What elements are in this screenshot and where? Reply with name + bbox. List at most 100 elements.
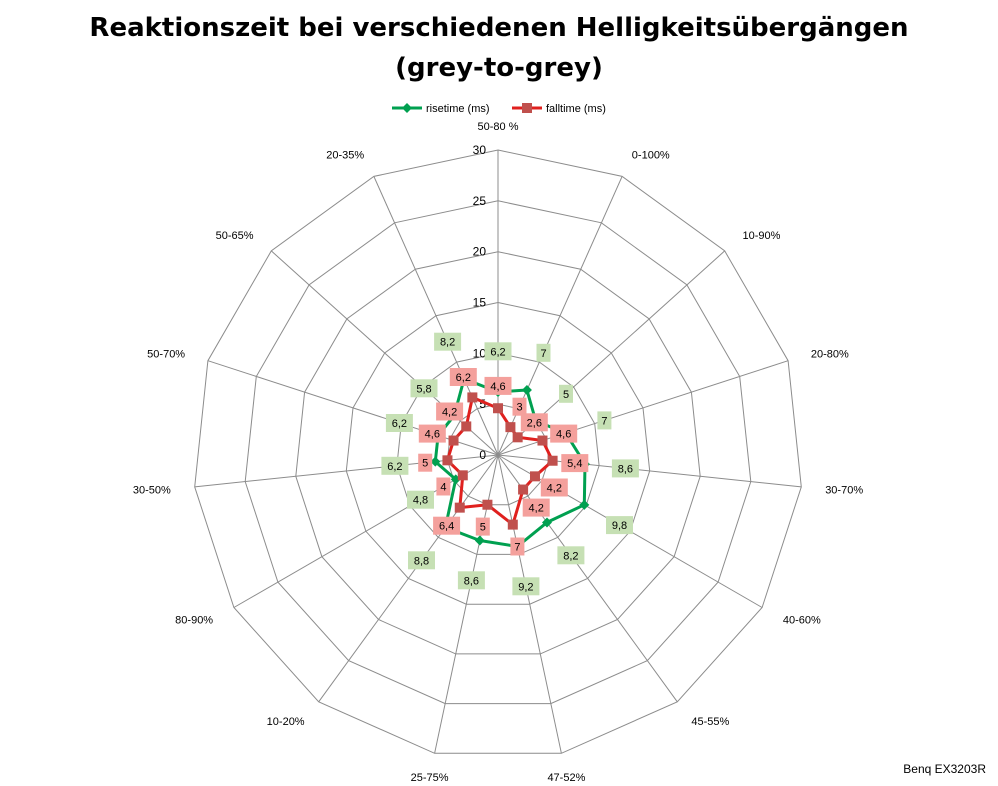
data-label-bg bbox=[418, 424, 446, 443]
data-label-falltime: 2,6 bbox=[527, 417, 542, 429]
radial-tick-label: 10 bbox=[473, 346, 487, 360]
data-label-falltime: 4,2 bbox=[442, 407, 457, 419]
data-label-bg bbox=[522, 498, 550, 517]
data-label-bg bbox=[484, 376, 512, 395]
grid-spoke bbox=[497, 454, 562, 754]
data-point-risetime bbox=[521, 384, 532, 395]
data-label-bg bbox=[520, 413, 548, 432]
footer-model-label: Benq EX3203R bbox=[903, 762, 986, 776]
category-label: 45-55% bbox=[691, 716, 729, 728]
category-label: 10-20% bbox=[267, 716, 305, 728]
grid-ring-15 bbox=[345, 301, 651, 605]
category-label: 30-50% bbox=[133, 484, 171, 496]
data-point-risetime bbox=[542, 517, 553, 528]
data-point-falltime bbox=[529, 471, 540, 482]
data-label-falltime: 6,4 bbox=[439, 521, 454, 533]
category-label: 10-90% bbox=[743, 230, 781, 242]
data-label-bg bbox=[540, 478, 568, 497]
data-point-falltime bbox=[461, 421, 472, 432]
data-label-falltime: 4 bbox=[440, 482, 446, 494]
data-label-falltime: 7 bbox=[514, 542, 520, 554]
data-label-bg bbox=[512, 577, 540, 596]
category-label: 47-52% bbox=[547, 772, 585, 784]
category-label: 50-65% bbox=[216, 230, 254, 242]
data-label-falltime: 6,2 bbox=[456, 372, 471, 384]
category-label: 80-90% bbox=[175, 615, 213, 627]
data-label-bg bbox=[597, 411, 612, 430]
data-label-bg bbox=[611, 459, 639, 478]
grid-spoke bbox=[270, 250, 499, 456]
data-label-risetime: 8,6 bbox=[618, 463, 633, 475]
data-label-risetime: 5 bbox=[563, 389, 569, 401]
data-point-falltime bbox=[448, 435, 459, 446]
data-label-falltime: 4,2 bbox=[547, 483, 562, 495]
data-label-risetime: 8,2 bbox=[440, 337, 455, 349]
data-point-falltime bbox=[537, 435, 548, 446]
data-label-bg bbox=[410, 379, 438, 398]
data-label-bg bbox=[606, 516, 633, 535]
data-point-falltime bbox=[442, 455, 453, 466]
data-label-bg bbox=[512, 397, 527, 416]
grid-spoke bbox=[373, 176, 499, 456]
data-label-bg bbox=[434, 332, 462, 351]
grid-ring-10 bbox=[396, 352, 600, 555]
data-label-bg bbox=[407, 490, 434, 509]
data-point-falltime bbox=[547, 455, 558, 466]
data-point-falltime bbox=[457, 470, 468, 481]
data-label-bg bbox=[381, 456, 409, 475]
data-point-falltime bbox=[467, 392, 478, 403]
grid-ring-20 bbox=[295, 251, 701, 655]
data-label-risetime: 8,6 bbox=[464, 575, 479, 587]
data-label-risetime: 6,2 bbox=[387, 461, 402, 473]
data-label-bg bbox=[550, 424, 578, 443]
grid-spoke bbox=[497, 454, 678, 703]
data-point-risetime bbox=[474, 535, 485, 546]
data-label-bg bbox=[484, 342, 512, 361]
data-label-risetime: 5,8 bbox=[416, 383, 431, 395]
category-label: 50-80 % bbox=[478, 121, 519, 133]
data-label-bg bbox=[559, 384, 573, 403]
data-point-risetime bbox=[579, 499, 590, 510]
data-point-falltime bbox=[482, 499, 493, 510]
data-label-risetime: 8,8 bbox=[414, 555, 429, 567]
legend-marker-risetime bbox=[402, 103, 412, 113]
data-label-bg bbox=[436, 402, 464, 421]
category-label: 20-80% bbox=[811, 348, 849, 360]
data-point-risetime bbox=[430, 456, 441, 467]
data-point-falltime bbox=[493, 403, 503, 414]
category-label: 0-100% bbox=[632, 149, 670, 161]
data-label-falltime: 4,6 bbox=[425, 429, 440, 441]
radial-tick-label: 20 bbox=[473, 245, 487, 259]
grid-ring-30 bbox=[194, 149, 802, 754]
data-label-risetime: 6,2 bbox=[490, 346, 505, 358]
data-label-bg bbox=[418, 453, 433, 472]
grid-spoke bbox=[194, 454, 499, 488]
data-label-risetime: 6,2 bbox=[392, 418, 407, 430]
category-label: 40-60% bbox=[783, 615, 821, 627]
radial-tick-label: 5 bbox=[479, 397, 486, 411]
data-label-bg bbox=[433, 516, 461, 535]
data-label-risetime: 7 bbox=[540, 348, 546, 360]
data-label-falltime: 4,6 bbox=[490, 381, 505, 393]
series-line-falltime bbox=[445, 395, 555, 527]
data-point-falltime bbox=[454, 502, 465, 513]
chart-title-line-2: (grey-to-grey) bbox=[395, 53, 603, 83]
data-label-bg bbox=[475, 517, 490, 536]
data-label-bg bbox=[561, 454, 589, 473]
legend-label-risetime: risetime (ms) bbox=[426, 103, 490, 115]
data-point-falltime bbox=[507, 519, 518, 530]
data-label-bg bbox=[457, 571, 485, 590]
grid-ring-25 bbox=[244, 200, 752, 705]
category-label: 20-35% bbox=[326, 149, 364, 161]
data-label-bg bbox=[449, 368, 477, 386]
data-label-falltime: 4,6 bbox=[556, 429, 571, 441]
category-label: 25-75% bbox=[411, 772, 449, 784]
data-label-falltime: 5 bbox=[480, 522, 486, 534]
data-label-falltime: 3 bbox=[516, 402, 522, 414]
data-point-falltime bbox=[512, 432, 523, 443]
data-label-bg bbox=[408, 551, 435, 570]
legend-label-falltime: falltime (ms) bbox=[546, 103, 606, 115]
data-label-risetime: 9,2 bbox=[518, 581, 533, 593]
data-label-bg bbox=[385, 414, 413, 432]
data-label-bg bbox=[536, 343, 551, 362]
